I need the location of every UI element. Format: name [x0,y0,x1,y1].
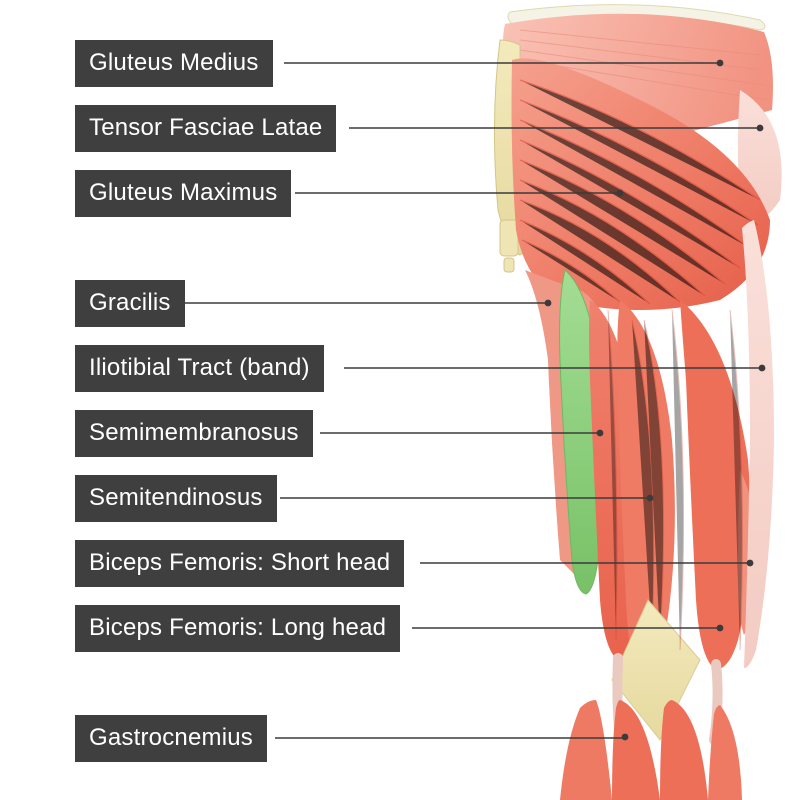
anchor-dot-semitendinosus [647,495,654,502]
anchor-dot-tensor-fasciae-latae [757,125,764,132]
label-semitendinosus: Semitendinosus [75,475,277,522]
anchor-dot-biceps-femoris-short [747,560,754,567]
anchor-dot-semimembranosus [597,430,604,437]
anchor-dot-biceps-femoris-long [717,625,724,632]
anchor-dot-iliotibial-tract [759,365,766,372]
label-gracilis: Gracilis [75,280,185,327]
label-gastrocnemius: Gastrocnemius [75,715,267,762]
anchor-dot-gastrocnemius [622,734,629,741]
label-gluteus-medius: Gluteus Medius [75,40,273,87]
label-iliotibial-tract: Iliotibial Tract (band) [75,345,324,392]
label-biceps-femoris-long: Biceps Femoris: Long head [75,605,400,652]
label-biceps-femoris-short: Biceps Femoris: Short head [75,540,404,587]
anatomy-diagram: Gluteus Medius Tensor Fasciae Latae Gluteu… [0,0,800,800]
anchor-dot-gluteus-maximus [617,190,624,197]
muscle-gastrocnemius-mid2 [660,700,708,800]
iliotibial-tract [742,220,774,668]
label-gluteus-maximus: Gluteus Maximus [75,170,291,217]
muscle-gastrocnemius-medial [560,700,612,800]
label-semimembranosus: Semimembranosus [75,410,313,457]
anchor-dot-gracilis [545,300,552,307]
label-tensor-fasciae-latae: Tensor Fasciae Latae [75,105,336,152]
anchor-dot-gluteus-medius [717,60,724,67]
